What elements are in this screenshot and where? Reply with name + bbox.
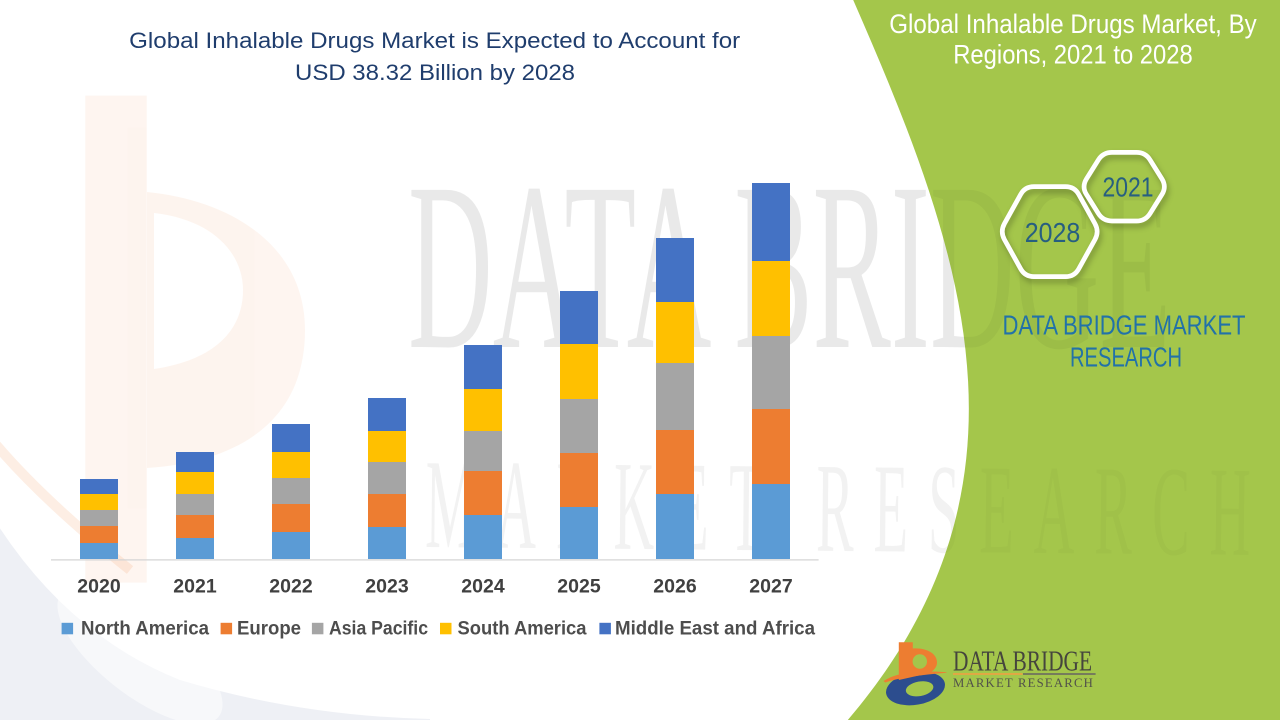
svg-text:2023: 2023 [365,576,409,598]
svg-text:North America: North America [81,619,209,640]
svg-text:2021: 2021 [1103,172,1154,203]
svg-text:Europe: Europe [237,619,301,640]
svg-text:2025: 2025 [557,576,601,598]
svg-text:2021: 2021 [173,576,217,598]
svg-text:RESEARCH: RESEARCH [1070,342,1182,373]
svg-text:2022: 2022 [269,576,313,598]
svg-text:DATA BRIDGE MARKET: DATA BRIDGE MARKET [1003,310,1246,341]
svg-text:MARKET RESEARCH: MARKET RESEARCH [953,676,1094,690]
svg-text:Asia Pacific: Asia Pacific [329,619,428,640]
svg-text:2020: 2020 [77,576,121,598]
svg-text:Global Inhalable Drugs Market: Global Inhalable Drugs Market is Expecte… [129,28,740,53]
svg-text:DATA BRIDGE: DATA BRIDGE [953,647,1092,678]
svg-text:South America: South America [458,619,587,640]
svg-text:Global Inhalable Drugs Market,: Global Inhalable Drugs Market, By [889,9,1257,39]
svg-text:2027: 2027 [749,576,792,598]
svg-text:2024: 2024 [461,576,505,598]
svg-text:2028: 2028 [1025,217,1081,248]
svg-text:USD 38.32 Billion by 2028: USD 38.32 Billion by 2028 [295,60,575,85]
svg-text:2026: 2026 [653,576,697,598]
svg-text:Regions, 2021 to 2028: Regions, 2021 to 2028 [953,39,1193,69]
svg-text:Middle East and Africa: Middle East and Africa [615,619,815,640]
